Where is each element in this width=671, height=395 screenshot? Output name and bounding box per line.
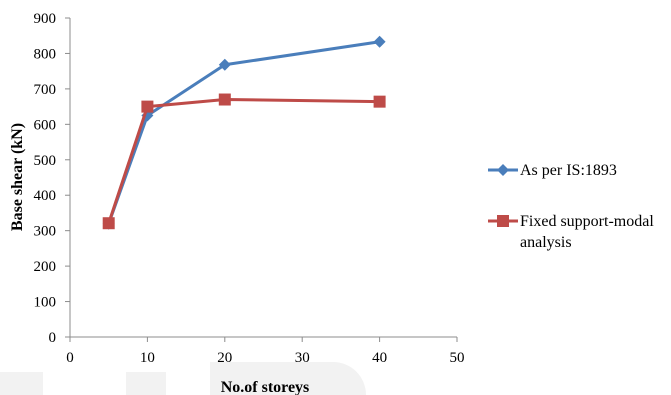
y-tick-label: 300 [34,224,57,240]
axes [69,18,457,338]
series-fixed-support-modal-analysis [102,93,386,230]
legend-label-fixed-support-modal-analysis: Fixed support-modal analysis [520,213,654,251]
legend-item-as-per-is1893: As per IS:1893 [488,160,671,181]
y-tick-label: 900 [34,11,57,27]
x-tick-label: 40 [372,350,387,366]
ticks: 0 100 200 300 400 500 600 700 800 900 0 10 20 30 40 50 [34,11,465,366]
x-tick-label: 50 [450,350,465,366]
background-watermark-block [126,372,166,395]
square-data-point [373,95,386,108]
background-watermark-block [0,372,43,395]
legend-square-marker-icon [488,215,518,227]
background-watermark-block [210,362,366,395]
series-line-as-per-is1893 [107,40,382,226]
square-data-point [102,217,115,230]
legend-label-as-per-is1893: As per IS:1893 [520,162,617,179]
y-tick-label: 600 [34,117,57,133]
x-axis-title: No.of storeys [221,379,310,395]
y-tick-label: 800 [34,46,57,62]
diamond-data-point [218,58,231,71]
x-tick-label: 30 [295,350,310,366]
y-tick-label: 500 [34,153,57,169]
series-as-per-is1893 [102,35,386,230]
y-tick-label: 0 [49,330,57,346]
series-layer [102,35,386,230]
square-data-point [218,93,231,106]
y-axis-title: Base shear (kN) [9,123,26,231]
series-line-fixed-support-modal-analysis [107,98,382,225]
x-tick-label: 20 [217,350,232,366]
diamond-data-point [373,35,386,48]
legend-diamond-marker-icon [488,164,518,176]
y-tick-label: 400 [34,188,57,204]
y-tick-label: 700 [34,82,57,98]
x-tick-label: 10 [140,350,155,366]
legend: As per IS:1893 Fixed support-modal analy… [488,160,671,253]
y-tick-label: 100 [34,295,57,311]
legend-item-fixed-support-modal-analysis: Fixed support-modal analysis [488,211,671,253]
square-data-point [141,100,154,113]
x-tick-label: 0 [66,350,74,366]
y-tick-label: 200 [34,259,57,275]
